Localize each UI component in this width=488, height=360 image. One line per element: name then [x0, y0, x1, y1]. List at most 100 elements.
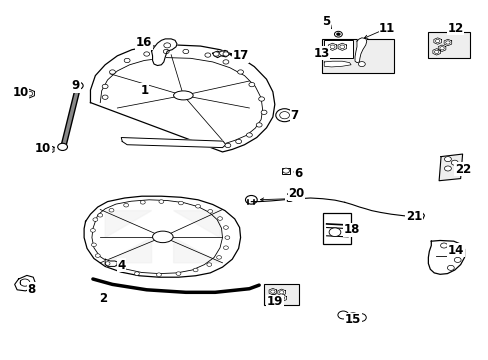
Circle shape — [223, 60, 228, 64]
Polygon shape — [443, 39, 451, 46]
Circle shape — [235, 139, 241, 144]
Circle shape — [109, 70, 115, 74]
Bar — [321, 39, 393, 73]
Circle shape — [256, 123, 262, 127]
Polygon shape — [427, 240, 464, 274]
Text: 12: 12 — [447, 22, 463, 35]
Circle shape — [450, 160, 457, 165]
Circle shape — [223, 52, 228, 56]
Circle shape — [213, 52, 219, 56]
Circle shape — [334, 31, 342, 37]
Text: 17: 17 — [232, 49, 248, 62]
Circle shape — [223, 246, 228, 249]
Polygon shape — [337, 43, 346, 50]
Circle shape — [156, 273, 161, 276]
Circle shape — [216, 256, 221, 259]
Circle shape — [73, 82, 83, 89]
Circle shape — [279, 112, 289, 119]
Circle shape — [98, 213, 102, 217]
Text: 2: 2 — [99, 292, 106, 305]
Circle shape — [223, 226, 228, 229]
Circle shape — [279, 291, 283, 294]
Circle shape — [270, 290, 274, 293]
Polygon shape — [121, 138, 225, 148]
Text: 14: 14 — [447, 244, 463, 257]
Circle shape — [347, 313, 358, 321]
Ellipse shape — [20, 279, 30, 286]
Polygon shape — [15, 275, 35, 291]
Text: 19: 19 — [266, 295, 283, 308]
Circle shape — [449, 249, 456, 255]
Circle shape — [119, 268, 123, 272]
Circle shape — [336, 33, 340, 36]
Circle shape — [275, 109, 293, 122]
Text: 22: 22 — [454, 163, 470, 176]
Circle shape — [440, 243, 447, 248]
Text: 13: 13 — [313, 47, 329, 60]
Circle shape — [102, 95, 108, 99]
Circle shape — [109, 208, 114, 212]
Circle shape — [123, 203, 128, 207]
Circle shape — [347, 227, 357, 234]
Ellipse shape — [173, 91, 193, 100]
Text: 3: 3 — [285, 192, 293, 205]
Text: 7: 7 — [290, 109, 298, 122]
Text: 16: 16 — [136, 36, 152, 49]
Circle shape — [58, 143, 67, 150]
Text: 4: 4 — [117, 259, 125, 272]
Text: 15: 15 — [344, 313, 361, 326]
Circle shape — [261, 110, 266, 114]
Circle shape — [245, 195, 257, 204]
Polygon shape — [151, 39, 177, 66]
Polygon shape — [105, 259, 117, 266]
Text: 21: 21 — [405, 210, 422, 223]
Circle shape — [248, 82, 254, 87]
Polygon shape — [277, 289, 285, 296]
Text: 5: 5 — [322, 15, 330, 28]
Circle shape — [95, 254, 100, 257]
Circle shape — [355, 314, 366, 321]
Bar — [281, 168, 290, 174]
Circle shape — [159, 200, 163, 203]
Polygon shape — [269, 294, 277, 301]
Circle shape — [176, 272, 181, 275]
Polygon shape — [432, 49, 440, 55]
Circle shape — [224, 143, 230, 148]
Polygon shape — [44, 145, 54, 154]
Circle shape — [206, 263, 211, 266]
Circle shape — [434, 50, 438, 54]
Circle shape — [329, 45, 334, 49]
Circle shape — [178, 201, 183, 205]
Polygon shape — [105, 238, 151, 263]
Circle shape — [183, 49, 188, 54]
Polygon shape — [327, 43, 336, 50]
Polygon shape — [212, 50, 228, 58]
Polygon shape — [433, 38, 441, 44]
Circle shape — [280, 297, 284, 300]
Text: 9: 9 — [72, 79, 80, 92]
Circle shape — [90, 229, 95, 232]
Circle shape — [224, 236, 229, 239]
Circle shape — [328, 228, 340, 237]
Circle shape — [195, 204, 200, 208]
Polygon shape — [354, 38, 366, 63]
Polygon shape — [437, 45, 445, 51]
Circle shape — [337, 311, 348, 319]
Bar — [427, 32, 469, 58]
Text: 1: 1 — [140, 84, 148, 96]
Polygon shape — [173, 211, 220, 238]
Bar — [322, 213, 350, 244]
Text: 10: 10 — [35, 142, 51, 155]
Circle shape — [204, 53, 210, 57]
Text: 6: 6 — [294, 167, 302, 180]
Circle shape — [143, 52, 149, 56]
Circle shape — [163, 43, 170, 48]
Bar — [323, 40, 352, 58]
Polygon shape — [324, 61, 350, 67]
Polygon shape — [90, 45, 274, 152]
Circle shape — [258, 97, 264, 101]
Bar — [264, 284, 299, 305]
Circle shape — [26, 91, 33, 96]
Circle shape — [444, 157, 450, 162]
Circle shape — [358, 62, 365, 67]
